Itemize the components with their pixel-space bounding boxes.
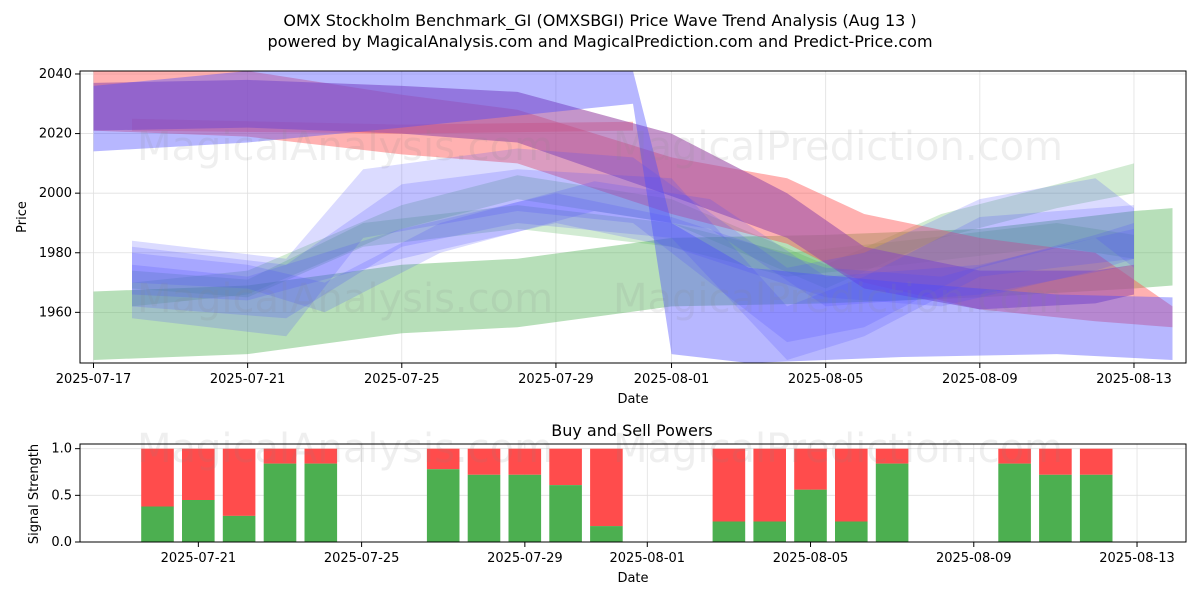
buy-power-bar: [1079, 474, 1113, 542]
buy-power-bar: [182, 500, 215, 542]
price-band-purple: [93, 79, 1134, 310]
sell-power-bar: [304, 448, 338, 464]
sell-power-bar: [549, 448, 582, 486]
sell-power-bar: [426, 448, 460, 470]
sell-power-bar: [835, 448, 868, 522]
watermark-analysis-top: MagicalAnalysis.com: [137, 124, 553, 170]
sell-power-bar: [141, 448, 174, 507]
price-bands: [93, 71, 1173, 363]
buy-sell-title: Buy and Sell Powers: [551, 421, 713, 440]
buy-sell-xtick-label: 2025-08-09: [936, 551, 1012, 566]
figure-title: OMX Stockholm Benchmark_GI (OMXSBGI) Pri…: [283, 11, 916, 31]
price-xtick-label: 2025-08-09: [942, 372, 1018, 387]
buy-power-bar: [304, 463, 338, 542]
buy-sell-axes-frame: [79, 443, 1187, 543]
buy-power-bar: [549, 485, 582, 542]
sell-power-bar: [467, 448, 501, 475]
buy-sell-chart: Buy and Sell Powers MagicalAnalysis.com …: [27, 421, 1187, 586]
buy-power-bar: [1039, 474, 1072, 542]
price-xtick-label: 2025-07-29: [518, 372, 594, 387]
sell-power-bar: [1039, 448, 1072, 475]
buy-power-bar: [794, 489, 827, 542]
price-xtick-label: 2025-07-17: [56, 372, 132, 387]
price-band-blue: [93, 71, 1173, 363]
buy-sell-xtick-label: 2025-08-05: [773, 551, 849, 566]
price-band-green: [132, 205, 1134, 298]
price-xlabel: Date: [617, 392, 648, 407]
sell-power-bar: [794, 448, 827, 490]
buy-power-bar: [426, 469, 460, 542]
price-ytick-label: 2000: [39, 186, 72, 201]
watermark-analysis-bottom: MagicalAnalysis.com: [137, 426, 553, 472]
price-band-blue: [132, 193, 1134, 307]
price-band-green: [132, 163, 1134, 307]
price-band-green: [93, 208, 1173, 360]
sell-power-bar: [712, 448, 746, 522]
price-ylabel: Price: [15, 201, 30, 233]
sell-power-bar: [508, 448, 542, 475]
price-xtick-label: 2025-08-05: [788, 372, 864, 387]
sell-power-bar: [875, 448, 909, 464]
buy-power-bar: [753, 521, 786, 542]
price-ytick-label: 2020: [39, 127, 72, 142]
price-xtick-label: 2025-08-01: [634, 372, 710, 387]
price-ytick-label: 2040: [39, 67, 72, 82]
buy-power-bar: [467, 474, 501, 542]
buy-sell-xtick-label: 2025-07-21: [161, 551, 237, 566]
buy-power-bar: [141, 506, 174, 542]
buy-sell-xtick-label: 2025-07-25: [324, 551, 400, 566]
price-xtick-label: 2025-08-13: [1096, 372, 1172, 387]
buy-sell-ytick-label: 0.0: [51, 535, 72, 550]
buy-sell-xlabel: Date: [617, 571, 648, 586]
price-ticks: 2025-07-17 2025-07-21 2025-07-25 2025-07-29…: [39, 67, 1172, 387]
price-band-blue: [132, 148, 1134, 343]
buy-power-bar: [835, 521, 868, 542]
watermark-prediction-mid: MagicalPrediction.com: [613, 276, 1063, 322]
price-xtick-label: 2025-07-21: [210, 372, 286, 387]
price-ytick-label: 1960: [39, 305, 72, 320]
buy-sell-xtick-label: 2025-08-13: [1099, 551, 1175, 566]
buy-sell-ytick-label: 1.0: [51, 442, 72, 457]
watermark-prediction-bottom: MagicalPrediction.com: [613, 426, 1063, 472]
buy-power-bar: [998, 463, 1031, 542]
sell-power-bar: [590, 448, 623, 527]
buy-power-bar: [222, 515, 256, 542]
price-ytick-label: 1980: [39, 246, 72, 261]
sell-power-bar: [998, 448, 1031, 464]
buy-sell-ylabel: Signal Strength: [27, 444, 42, 544]
buy-sell-xtick-label: 2025-07-29: [487, 551, 563, 566]
figure-subtitle: powered by MagicalAnalysis.com and Magic…: [267, 32, 932, 51]
price-wave-chart: MagicalAnalysis.com MagicalPrediction.co…: [15, 67, 1187, 407]
buy-power-bar: [875, 463, 909, 542]
buy-power-bar: [508, 474, 542, 542]
sell-power-bar: [1079, 448, 1113, 475]
sell-power-bar: [182, 448, 215, 500]
sell-power-bar: [753, 448, 786, 522]
watermark-analysis-mid: MagicalAnalysis.com: [137, 276, 553, 322]
price-band-blue: [132, 181, 1134, 313]
watermark-prediction-top: MagicalPrediction.com: [613, 124, 1063, 170]
price-axes-frame: [79, 70, 1187, 364]
price-xtick-label: 2025-07-25: [364, 372, 440, 387]
sell-power-bar: [222, 448, 256, 516]
buy-sell-ticks: 2025-07-21 2025-07-25 2025-07-29 2025-08-01…: [51, 442, 1174, 566]
buy-power-bar: [712, 521, 746, 542]
price-band-blue: [132, 169, 1134, 360]
buy-sell-ytick-label: 0.5: [51, 488, 72, 503]
buy-power-bar: [590, 526, 623, 542]
buy-power-bar: [263, 463, 297, 542]
sell-power-bar: [263, 448, 297, 464]
buy-sell-bars: [141, 448, 1113, 542]
buy-sell-xtick-label: 2025-08-01: [610, 551, 686, 566]
